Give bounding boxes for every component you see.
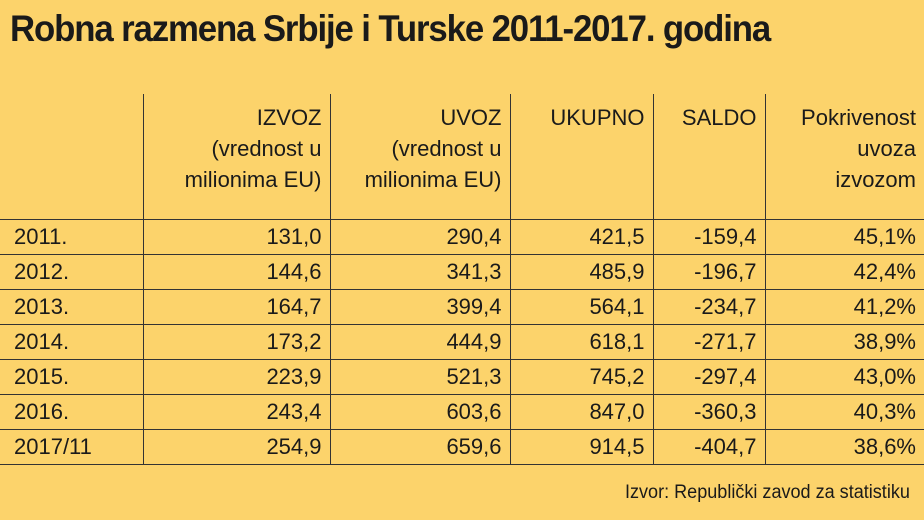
- row-year: 2015.: [0, 359, 143, 395]
- header-saldo: SALDO: [652, 94, 765, 220]
- row-year: 2016.: [0, 394, 143, 430]
- table-row: 2017/11 254,9 659,6 914,5 -404,7 38,6%: [0, 429, 924, 465]
- cell-saldo: -234,7: [652, 289, 765, 325]
- table-row: 2016. 243,4 603,6 847,0 -360,3 40,3%: [0, 394, 924, 430]
- table-row: 2013. 164,7 399,4 564,1 -234,7 41,2%: [0, 289, 924, 325]
- cell-ukupno: 745,2: [509, 359, 653, 395]
- cell-ukupno: 485,9: [509, 254, 653, 290]
- trade-table: IZVOZ (vrednost u milionima EU) UVOZ (vr…: [0, 94, 924, 465]
- cell-uvoz: 341,3: [329, 254, 510, 290]
- cell-uvoz: 444,9: [329, 324, 510, 360]
- cell-izvoz: 243,4: [142, 394, 330, 430]
- table-row: 2012. 144,6 341,3 485,9 -196,7 42,4%: [0, 254, 924, 290]
- cell-uvoz: 290,4: [329, 219, 510, 255]
- cell-ukupno: 914,5: [509, 429, 653, 465]
- row-year: 2014.: [0, 324, 143, 360]
- page-title: Robna razmena Srbije i Turske 2011-2017.…: [10, 8, 771, 49]
- table-row: 2015. 223,9 521,3 745,2 -297,4 43,0%: [0, 359, 924, 395]
- cell-pokrivenost: 43,0%: [764, 359, 924, 395]
- row-year: 2011.: [0, 219, 143, 255]
- cell-uvoz: 521,3: [329, 359, 510, 395]
- table-header-row: IZVOZ (vrednost u milionima EU) UVOZ (vr…: [0, 94, 924, 220]
- cell-ukupno: 847,0: [509, 394, 653, 430]
- cell-saldo: -360,3: [652, 394, 765, 430]
- cell-izvoz: 254,9: [142, 429, 330, 465]
- cell-uvoz: 603,6: [329, 394, 510, 430]
- cell-pokrivenost: 38,9%: [764, 324, 924, 360]
- cell-pokrivenost: 41,2%: [764, 289, 924, 325]
- cell-saldo: -271,7: [652, 324, 765, 360]
- cell-pokrivenost: 40,3%: [764, 394, 924, 430]
- row-year: 2012.: [0, 254, 143, 290]
- cell-izvoz: 144,6: [142, 254, 330, 290]
- header-pokrivenost: Pokrivenost uvoza izvozom: [764, 94, 924, 220]
- cell-uvoz: 659,6: [329, 429, 510, 465]
- source-note: Izvor: Republički zavod za statistiku: [625, 482, 910, 503]
- cell-uvoz: 399,4: [329, 289, 510, 325]
- cell-izvoz: 223,9: [142, 359, 330, 395]
- cell-izvoz: 131,0: [142, 219, 330, 255]
- table-row: 2014. 173,2 444,9 618,1 -271,7 38,9%: [0, 324, 924, 360]
- cell-izvoz: 164,7: [142, 289, 330, 325]
- cell-saldo: -404,7: [652, 429, 765, 465]
- cell-pokrivenost: 42,4%: [764, 254, 924, 290]
- cell-saldo: -196,7: [652, 254, 765, 290]
- header-izvoz: IZVOZ (vrednost u milionima EU): [142, 94, 330, 220]
- cell-saldo: -159,4: [652, 219, 765, 255]
- cell-ukupno: 564,1: [509, 289, 653, 325]
- header-ukupno: UKUPNO: [509, 94, 653, 220]
- cell-saldo: -297,4: [652, 359, 765, 395]
- cell-izvoz: 173,2: [142, 324, 330, 360]
- cell-ukupno: 618,1: [509, 324, 653, 360]
- table-row: 2011. 131,0 290,4 421,5 -159,4 45,1%: [0, 219, 924, 255]
- header-year: [0, 94, 143, 220]
- row-year: 2013.: [0, 289, 143, 325]
- cell-ukupno: 421,5: [509, 219, 653, 255]
- cell-pokrivenost: 45,1%: [764, 219, 924, 255]
- row-year: 2017/11: [0, 429, 143, 465]
- header-uvoz: UVOZ (vrednost u milionima EU): [329, 94, 510, 220]
- cell-pokrivenost: 38,6%: [764, 429, 924, 465]
